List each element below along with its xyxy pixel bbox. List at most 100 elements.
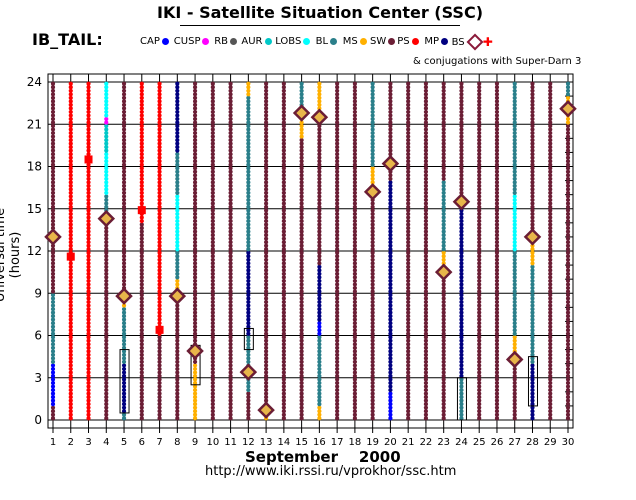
x-tick-label: 7: [156, 437, 162, 448]
region-dot-sw: [50, 127, 56, 132]
region-dot-cap: [50, 377, 56, 382]
region-dot-sw: [228, 201, 233, 206]
region-dot-sw: [228, 370, 233, 375]
region-dot-bl: [530, 296, 535, 301]
bow-shock-marker: [44, 228, 62, 246]
region-dot-sw: [281, 296, 286, 301]
region-dot-bl: [246, 120, 251, 125]
region-dot-sw: [441, 134, 446, 139]
region-dot-ps: [139, 145, 144, 150]
region-dot-sw: [494, 134, 500, 139]
region-dot-sw: [565, 180, 571, 185]
region-dot-sw: [494, 148, 500, 153]
region-dot-mp: [388, 222, 393, 227]
region-dot-ps: [157, 116, 162, 122]
region-dot-mp: [388, 264, 393, 269]
region-dot-ps: [86, 176, 91, 181]
region-dot-sw: [352, 243, 357, 248]
region-dot-ps: [157, 222, 162, 227]
region-dot-sw: [299, 359, 304, 365]
region-dot-sw: [423, 190, 429, 196]
region-dot-sw: [264, 211, 269, 217]
region-dot-sw: [192, 314, 198, 319]
region-dot-sw: [406, 342, 411, 347]
region-dot-lobs: [175, 226, 180, 231]
region-dot-sw: [228, 233, 233, 238]
region-dot-sw: [139, 377, 144, 382]
region-dot-mp: [246, 264, 251, 269]
region-dot-sw: [565, 356, 571, 361]
region-dot-sw: [477, 278, 482, 284]
region-dot-sw: [548, 289, 553, 294]
region-dot-sw: [228, 173, 233, 178]
region-dot-ms: [565, 120, 571, 125]
region-dot-sw: [317, 261, 322, 266]
region-dot-sw: [441, 92, 446, 97]
region-dot-sw: [210, 268, 215, 273]
region-dot-ps: [86, 373, 91, 379]
region-dot-ps: [68, 218, 73, 224]
region-dot-sw: [157, 370, 162, 375]
region-dot-sw: [494, 296, 500, 301]
region-dot-sw: [406, 257, 411, 262]
region-dot-ps: [157, 271, 162, 276]
region-dot-sw: [459, 113, 464, 118]
region-dot-ps: [86, 148, 91, 153]
title-underline: [180, 25, 460, 26]
region-dot-ps: [157, 285, 162, 291]
region-dot-sw: [441, 116, 446, 122]
region-dot-mp: [246, 321, 251, 326]
region-dot-sw: [370, 380, 375, 386]
region-dot-sw: [50, 226, 56, 231]
region-dot-sw: [264, 275, 269, 280]
region-dot-sw: [406, 310, 411, 315]
x-tick-label: 1: [50, 437, 56, 448]
region-dot-sw: [264, 314, 269, 319]
region-dot-sw: [459, 127, 464, 132]
region-dot-sw: [406, 155, 411, 160]
region-dot-sw: [317, 194, 322, 199]
region-dot-mp: [317, 310, 322, 315]
region-dot-sw: [565, 162, 571, 167]
region-dot-sw: [565, 321, 571, 326]
region-dot-sw: [352, 106, 357, 111]
region-dot-sw: [210, 247, 215, 252]
region-dot-mp: [459, 208, 464, 213]
region-dot-sw: [565, 187, 571, 192]
region-dot-sw: [352, 257, 357, 262]
region-dot-sw: [210, 109, 215, 115]
x-axis-title: September 2000: [245, 448, 401, 466]
region-dot-sw: [335, 373, 340, 379]
region-dot-bl: [512, 282, 517, 287]
region-dot-sw: [139, 387, 144, 393]
region-dot-sw: [139, 226, 144, 231]
region-dot-sw: [370, 377, 375, 382]
region-dot-sw: [264, 116, 269, 122]
region-dot-sw: [352, 289, 357, 294]
region-dot-sw: [228, 321, 233, 326]
region-dot-sw: [370, 359, 375, 365]
region-dot-ps: [157, 215, 162, 220]
region-dot-sw: [388, 85, 393, 90]
region-dot-sw: [264, 130, 269, 136]
region-dot-sw: [352, 194, 357, 199]
region-dot-mp: [175, 141, 180, 146]
region-dot-sw: [370, 366, 375, 372]
region-dot-ms: [530, 261, 535, 266]
region-dot-ps: [68, 310, 73, 315]
region-dot-sw: [121, 282, 127, 287]
region-dot-sw: [388, 109, 393, 115]
region-dot-ps: [86, 88, 91, 93]
x-tick-label: 22: [420, 437, 433, 448]
region-dot-sw: [317, 218, 322, 224]
region-dot-ps: [86, 113, 91, 118]
region-dot-sw: [317, 159, 322, 164]
region-dot-sw: [423, 127, 429, 132]
region-dot-sw: [121, 137, 127, 143]
region-dot-mp: [121, 409, 127, 414]
region-dot-sw: [565, 218, 571, 224]
region-dot-sw: [264, 395, 269, 400]
region-dot-mp: [459, 356, 464, 361]
region-dot-sw: [192, 201, 198, 206]
region-dot-sw: [192, 180, 198, 185]
